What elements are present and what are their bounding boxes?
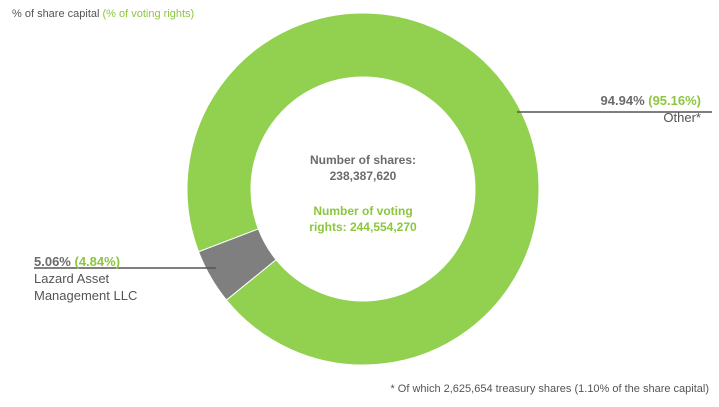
share-capital-label: % of share capital (12, 8, 100, 20)
lazard-share-pct: 5.06% (34, 254, 71, 269)
donut-slice-other (186, 12, 540, 366)
voting-rights-label: (% of voting rights) (102, 8, 195, 20)
voting-line-2: rights: 244,554,270 (309, 220, 417, 234)
other-voting-pct: (95.16%) (648, 93, 701, 108)
center-shares-block: Number of shares: 238,387,620 (283, 152, 443, 184)
other-label: Other* (663, 110, 701, 125)
center-voting-block: Number of voting rights: 244,554,270 (283, 203, 443, 235)
shares-label: Number of shares: (309, 153, 417, 167)
legend-header: % of share capital (% of voting rights) (12, 8, 194, 20)
other-share-pct: 94.94% (600, 93, 645, 108)
donut-slices (186, 12, 540, 366)
footnote: * Of which 2,625,654 treasury shares (1.… (390, 383, 709, 395)
callout-other: 94.94% (95.16%) Other* (601, 92, 701, 126)
lazard-label-line-1: Lazard Asset (34, 271, 110, 286)
donut-slice-lazard (197, 228, 277, 301)
lazard-label-line-2: Management LLC (34, 288, 138, 303)
lazard-voting-pct: (4.84%) (74, 254, 121, 269)
callout-lazard: 5.06% (4.84%) Lazard Asset Management LL… (34, 253, 137, 304)
shares-value: 238,387,620 (329, 169, 397, 183)
voting-line-1: Number of voting (313, 204, 413, 218)
